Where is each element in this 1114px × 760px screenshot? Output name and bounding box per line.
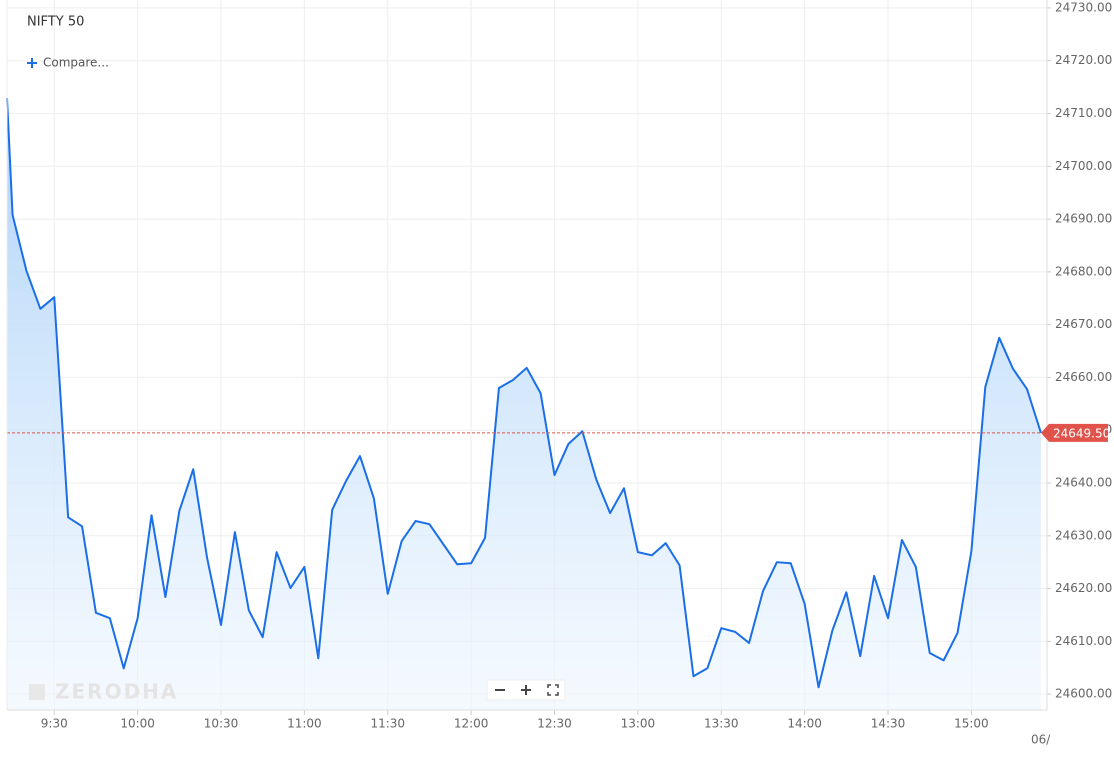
zoom-in[interactable] <box>521 685 531 695</box>
y-tick-label: 24640.00 <box>1055 476 1112 490</box>
price-line <box>6 98 1042 689</box>
x-tick-label: 10:00 <box>120 717 155 731</box>
x-tick-label: 13:00 <box>621 717 656 731</box>
y-tick-label: 24710.00 <box>1055 106 1112 120</box>
x-tick-label: 11:30 <box>370 717 405 731</box>
y-tick-label: 24700.00 <box>1055 159 1112 173</box>
chart-title: NIFTY 50 <box>27 15 84 30</box>
y-tick-label: 24730.00 <box>1055 0 1112 14</box>
y-tick-label: 24660.00 <box>1055 370 1112 384</box>
x-tick-label: 11:00 <box>287 717 322 731</box>
last-price-label: 24649.50 <box>1053 426 1110 440</box>
x-tick-label: 10:30 <box>204 717 239 731</box>
compare-label[interactable]: Compare... <box>43 56 109 70</box>
x-tick-label: 12:30 <box>537 717 572 731</box>
last-price-badge <box>1041 423 1108 442</box>
y-tick-label: 24670.00 <box>1055 317 1112 331</box>
x-tick-label: 13:30 <box>704 717 739 731</box>
watermark: ZERODHA <box>55 680 178 704</box>
y-tick-label: 24600.00 <box>1055 687 1112 701</box>
date-label: 06/ <box>1031 733 1051 747</box>
area <box>7 98 1041 710</box>
zoom-controls <box>486 679 566 701</box>
plus-icon <box>27 58 37 68</box>
y-tick-label: 24680.00 <box>1055 264 1112 278</box>
x-tick-label: 9:30 <box>41 717 68 731</box>
y-tick-label: 24610.00 <box>1055 634 1112 648</box>
x-tick-label: 15:00 <box>954 717 989 731</box>
watermark-logo <box>29 684 45 700</box>
x-tick-label: 12:00 <box>454 717 489 731</box>
y-tick-label: 24720.00 <box>1055 53 1112 67</box>
x-tick-label: 14:30 <box>871 717 906 731</box>
compare-button[interactable]: Compare... <box>27 56 109 70</box>
x-tick-label: 14:00 <box>787 717 822 731</box>
y-tick-label: 24690.00 <box>1055 212 1112 226</box>
y-tick-label: 24620.00 <box>1055 581 1112 595</box>
y-tick-label: 24630.00 <box>1055 528 1112 542</box>
fit[interactable] <box>547 684 559 696</box>
